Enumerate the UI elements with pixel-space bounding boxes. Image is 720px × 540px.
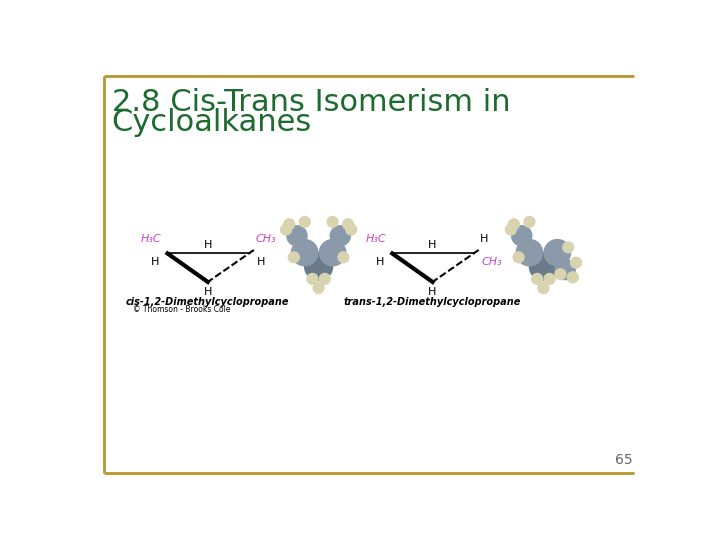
Circle shape [292, 240, 318, 266]
Circle shape [327, 217, 338, 227]
Circle shape [516, 240, 543, 266]
Circle shape [512, 226, 532, 246]
Circle shape [505, 224, 516, 235]
Text: trans-1,2-Dimethylcyclopropane: trans-1,2-Dimethylcyclopropane [344, 298, 521, 307]
Text: H: H [480, 234, 488, 244]
Text: Cycloalkanes: Cycloalkanes [112, 108, 312, 137]
Text: 65: 65 [615, 453, 632, 467]
Circle shape [287, 226, 307, 246]
Circle shape [289, 252, 300, 262]
Circle shape [524, 217, 535, 227]
Circle shape [320, 240, 346, 266]
Circle shape [313, 283, 324, 294]
Text: CH₃: CH₃ [255, 234, 276, 244]
Circle shape [555, 269, 566, 280]
Text: H: H [428, 240, 437, 249]
Circle shape [281, 224, 292, 235]
Text: H: H [428, 287, 437, 296]
Circle shape [508, 219, 519, 230]
Text: H: H [204, 287, 212, 296]
Circle shape [346, 224, 356, 235]
Circle shape [544, 273, 555, 284]
Circle shape [544, 240, 570, 266]
Circle shape [343, 219, 354, 230]
Circle shape [307, 273, 318, 284]
Text: 2.8 Cis-Trans Isomerism in: 2.8 Cis-Trans Isomerism in [112, 88, 510, 117]
Circle shape [284, 219, 294, 230]
Text: H₃C: H₃C [140, 234, 161, 244]
Circle shape [532, 273, 543, 284]
Text: H₃C: H₃C [366, 234, 386, 244]
Text: H: H [256, 256, 265, 267]
Circle shape [538, 283, 549, 294]
Text: © Thomson - Brooks Cole: © Thomson - Brooks Cole [132, 305, 230, 314]
Circle shape [330, 226, 351, 246]
Text: H: H [204, 240, 212, 249]
Circle shape [513, 252, 524, 262]
Circle shape [320, 273, 330, 284]
Text: H: H [376, 256, 384, 267]
Circle shape [305, 253, 333, 280]
Text: cis-1,2-Dimethylcyclopropane: cis-1,2-Dimethylcyclopropane [126, 298, 289, 307]
Text: H: H [151, 256, 160, 267]
Circle shape [570, 257, 581, 268]
Circle shape [300, 217, 310, 227]
Circle shape [567, 272, 578, 283]
Circle shape [529, 253, 557, 280]
Circle shape [338, 252, 349, 262]
Text: CH₃: CH₃ [482, 256, 502, 267]
Circle shape [555, 260, 575, 280]
Circle shape [563, 242, 574, 253]
